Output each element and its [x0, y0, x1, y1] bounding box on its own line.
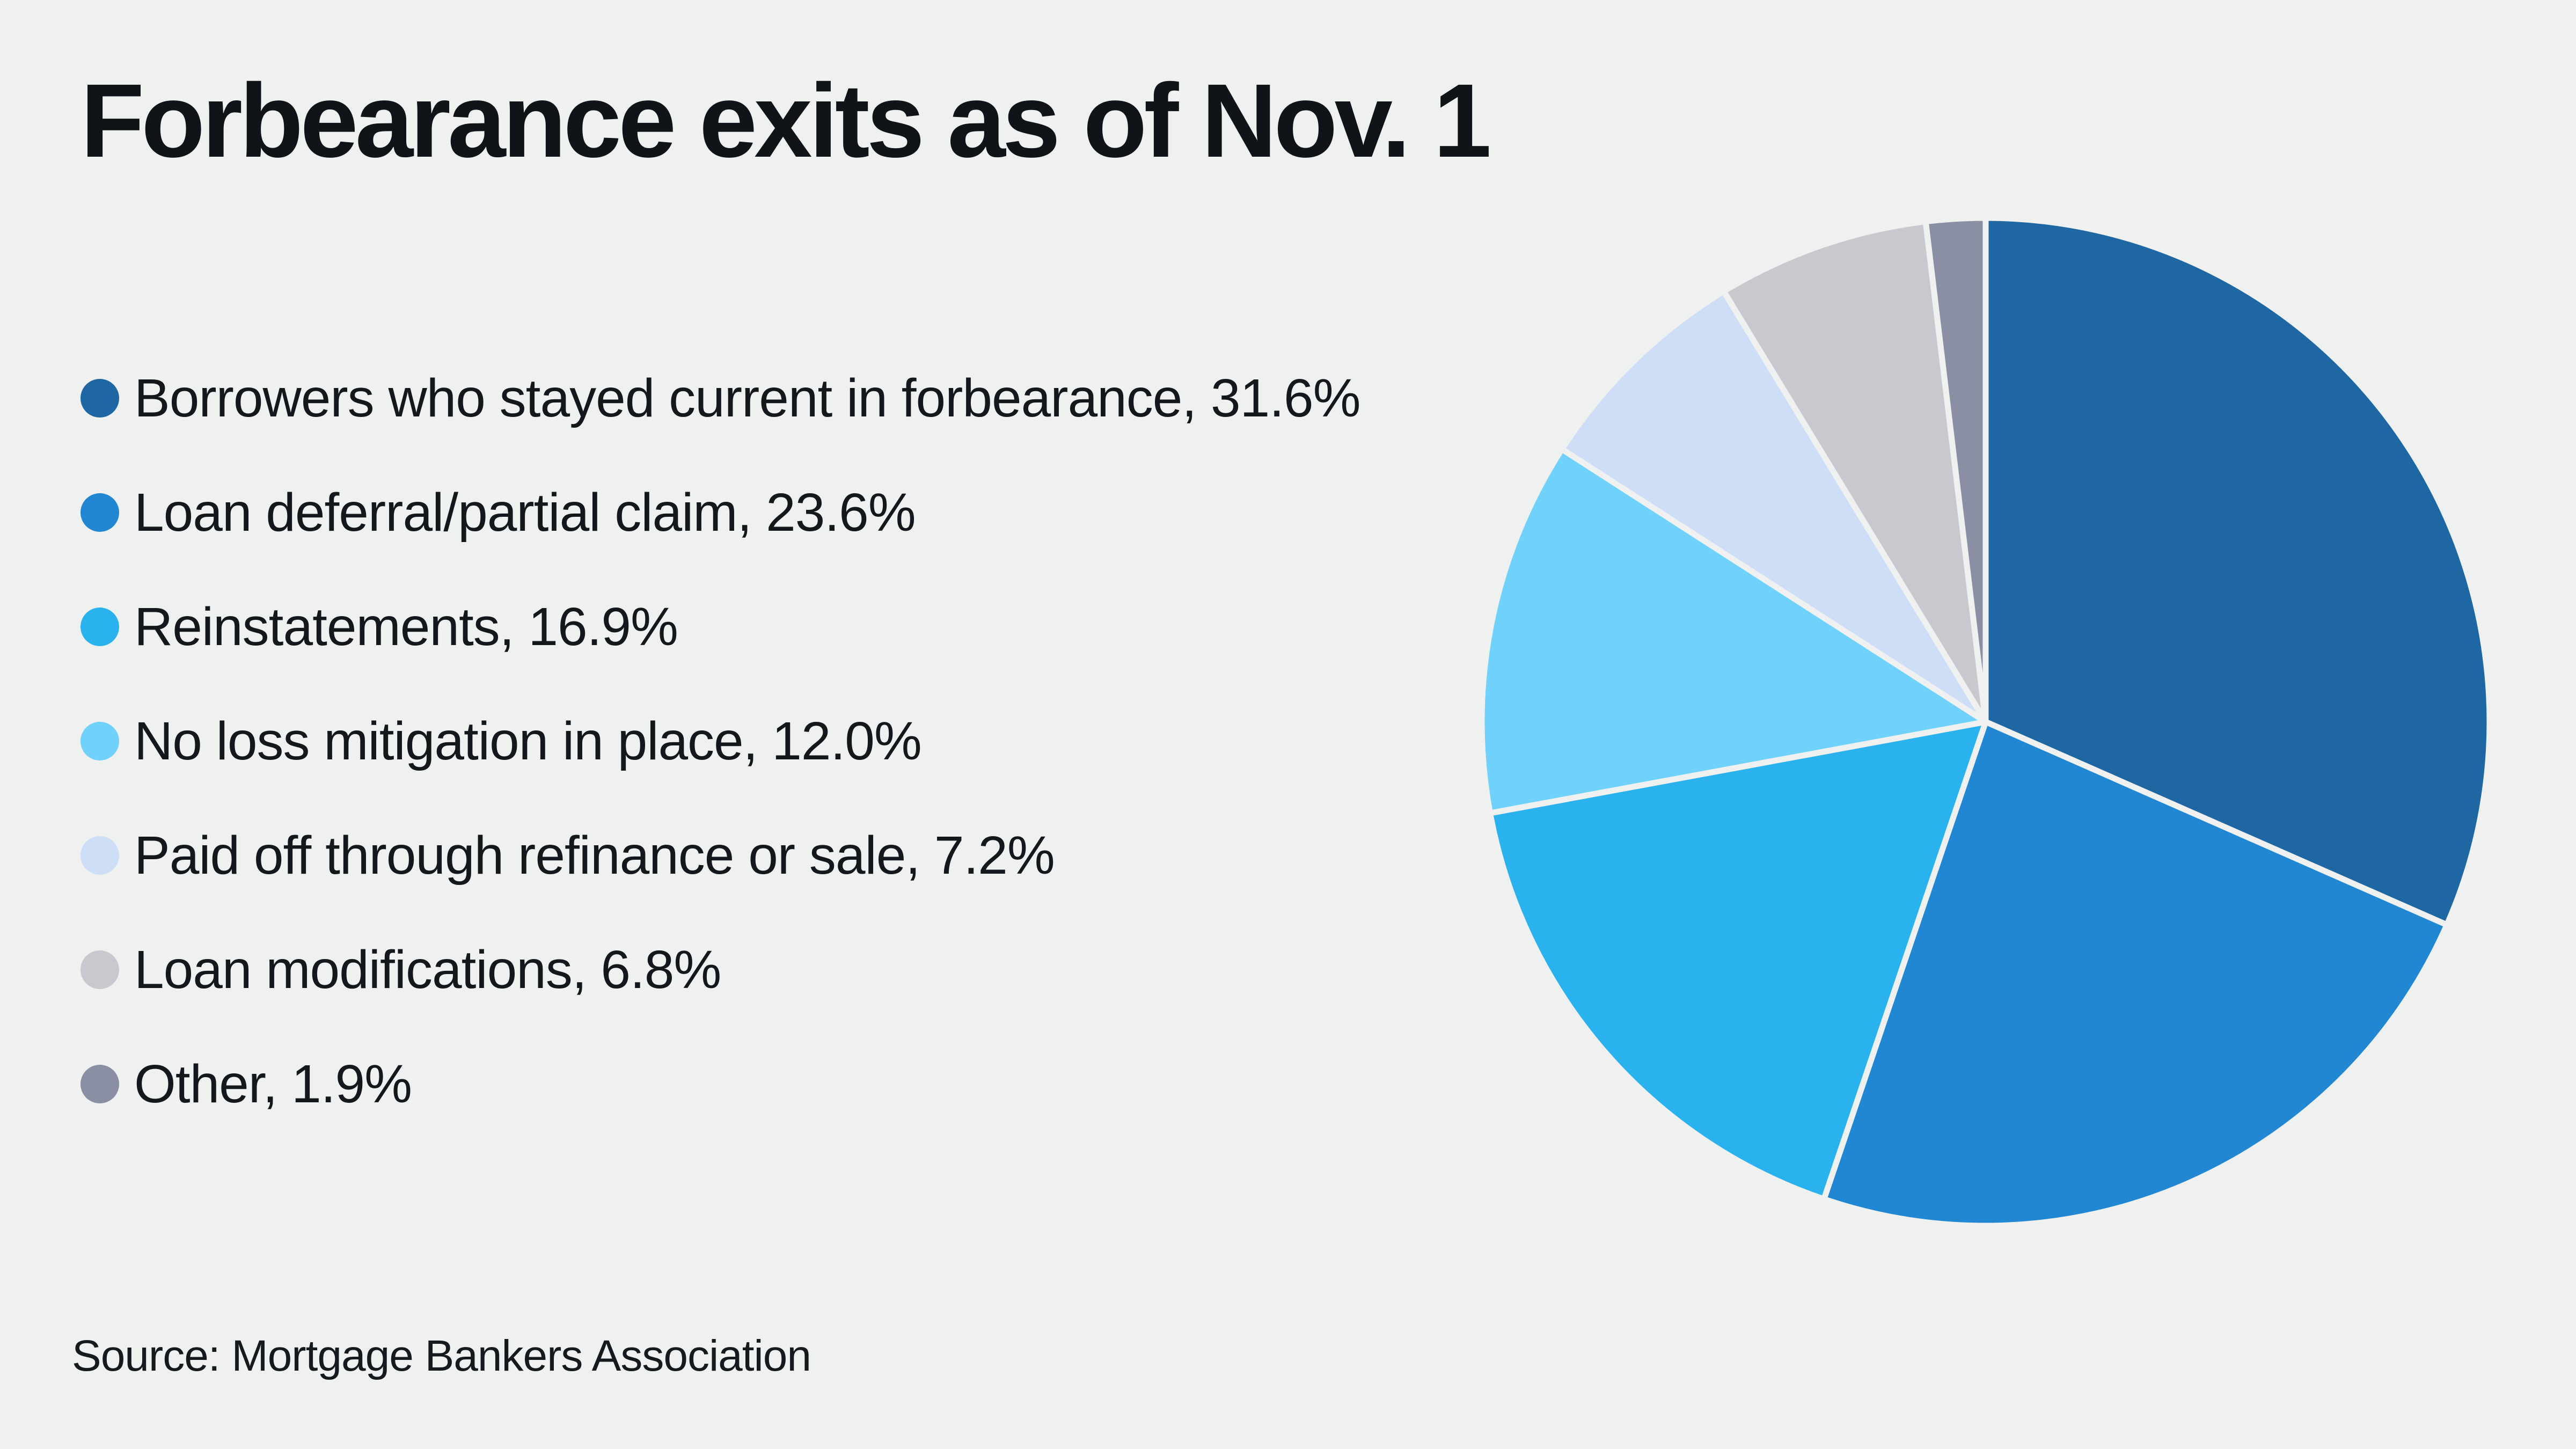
legend-swatch-icon — [80, 950, 119, 989]
legend-swatch-icon — [80, 1064, 119, 1103]
legend-swatch-icon — [80, 721, 119, 760]
legend-label: No loss mitigation in place, 12.0% — [134, 711, 922, 771]
legend-label: Loan modifications, 6.8% — [134, 939, 721, 1000]
legend-label: Reinstatements, 16.9% — [134, 596, 678, 657]
legend-swatch-icon — [80, 836, 119, 875]
pie-slice — [1558, 288, 1989, 725]
legend-label: Other, 1.9% — [134, 1053, 412, 1114]
legend-item: Paid off through refinance or sale, 7.2% — [80, 798, 1360, 912]
legend: Borrowers who stayed current in forbeara… — [80, 341, 1361, 1141]
legend-label: Loan deferral/partial claim, 23.6% — [134, 482, 916, 543]
legend-item: Loan deferral/partial claim, 23.6% — [80, 455, 1360, 569]
legend-item: Other, 1.9% — [80, 1027, 1360, 1141]
pie-slice — [1982, 215, 2493, 928]
legend-item: Reinstatements, 16.9% — [80, 569, 1360, 684]
pie-slice — [1721, 218, 1989, 725]
legend-swatch-icon — [80, 378, 119, 418]
pie-slice — [1922, 215, 1989, 725]
pie-slice — [1479, 446, 1989, 816]
legend-item: No loss mitigation in place, 12.0% — [80, 684, 1360, 798]
legend-item: Borrowers who stayed current in forbeara… — [80, 341, 1361, 455]
legend-swatch-icon — [80, 493, 119, 532]
chart-title: Forbearance exits as of Nov. 1 — [80, 62, 1491, 179]
legend-label: Borrowers who stayed current in forbeara… — [134, 368, 1361, 428]
legend-swatch-icon — [80, 607, 119, 646]
pie-slice — [1487, 719, 1989, 1202]
pie-slice — [1821, 719, 2450, 1229]
source-attribution: Source: Mortgage Bankers Association — [72, 1331, 811, 1380]
legend-label: Paid off through refinance or sale, 7.2% — [134, 825, 1055, 885]
legend-item: Loan modifications, 6.8% — [80, 912, 1360, 1027]
